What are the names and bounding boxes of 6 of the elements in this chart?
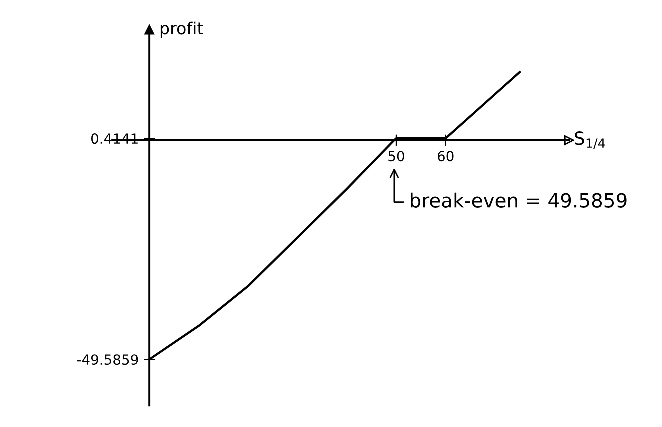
annotation: break-even = 49.5859 (411, 192, 627, 208)
y-tick-label: -49.5859 (77, 354, 138, 366)
x-axis-title: S$_{1/4}$ (575, 132, 606, 150)
x-tick-label: 60 (438, 151, 454, 162)
y-axis-title: profit (160, 22, 204, 38)
x-tick-label: 50 (388, 151, 404, 162)
